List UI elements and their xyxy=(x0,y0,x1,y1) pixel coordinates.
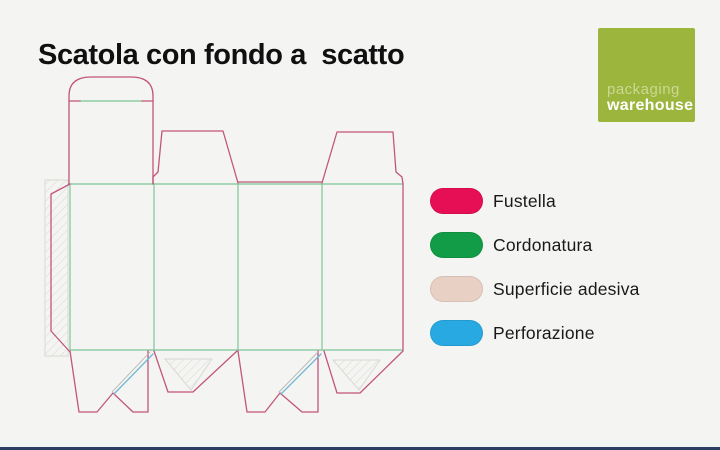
fustella-color-swatch xyxy=(430,188,483,214)
superficie-adesiva-color-swatch xyxy=(430,276,483,302)
legend-label: Superficie adesiva xyxy=(493,278,640,299)
legend-item-fustella: Fustella xyxy=(430,188,640,214)
logo-word-warehouse: warehouse xyxy=(607,97,694,115)
page-title: Scatola con fondo a scatto xyxy=(38,39,405,72)
crease-lines xyxy=(69,100,404,351)
adhesive-areas xyxy=(44,179,381,391)
legend-item-perforazione: Perforazione xyxy=(430,320,640,346)
legend: Fustella Cordonatura Superficie adesiva … xyxy=(430,188,640,346)
legend-item-cordonatura: Cordonatura xyxy=(430,232,640,258)
logo-word-packaging: packaging xyxy=(607,81,680,99)
legend-item-superficie-adesiva: Superficie adesiva xyxy=(430,276,640,302)
cut-lines xyxy=(50,76,404,413)
cordonatura-color-swatch xyxy=(430,232,483,258)
legend-label: Perforazione xyxy=(493,322,595,343)
perforation-lines xyxy=(111,351,322,395)
adhesive-area-glue-flap xyxy=(44,179,69,357)
legend-label: Fustella xyxy=(493,190,556,211)
bottom-accent-bar xyxy=(0,447,720,450)
packaging-warehouse-logo: packaging warehouse xyxy=(598,28,695,122)
adhesive-area-bottom-left xyxy=(163,358,213,391)
legend-label: Cordonatura xyxy=(493,234,593,255)
perforazione-color-swatch xyxy=(430,320,483,346)
adhesive-area-bottom-right xyxy=(331,359,381,391)
